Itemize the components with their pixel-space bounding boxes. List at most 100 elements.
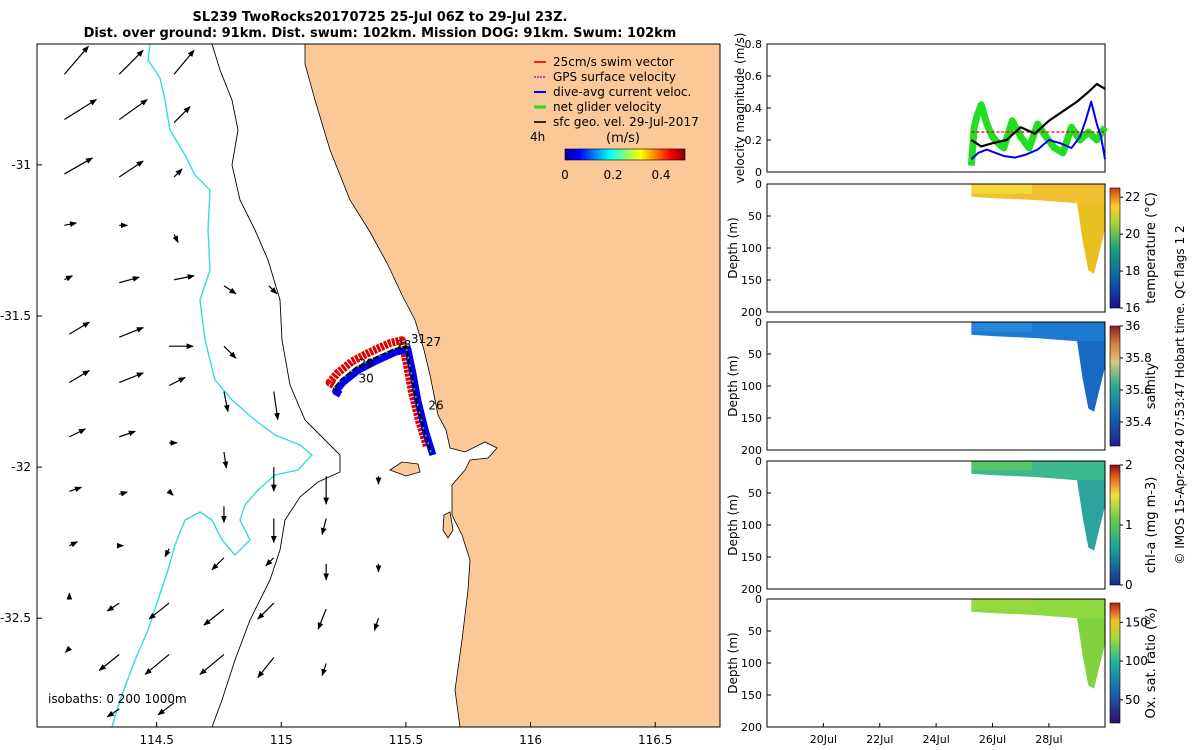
geo-vector-arrow	[223, 391, 230, 413]
section-ytick-label: 100	[741, 380, 762, 393]
geo-vector-arrow	[119, 430, 136, 438]
map-frame	[36, 43, 721, 728]
section-colorbar-label: chl-a (mg m-3)	[1144, 477, 1159, 574]
section-ylabel: Depth (m)	[726, 355, 740, 416]
svg-text:GPS surface velocity: GPS surface velocity	[553, 70, 676, 84]
geo-vector-arrow	[106, 708, 120, 718]
section-colorbar-tick-label: 16	[1125, 301, 1140, 315]
svg-text:net glider velocity: net glider velocity	[553, 100, 661, 114]
section-ytick-label: 0	[755, 593, 762, 606]
geo-vector-arrow	[69, 369, 91, 383]
geo-vector-arrow	[98, 654, 120, 671]
geo-vector-arrow	[64, 645, 73, 653]
track-day-label: 28	[396, 338, 411, 352]
section-colorbar-label: temperature (°C)	[1144, 192, 1159, 304]
geo-vector-arrow	[63, 45, 89, 75]
track-day-label: 26	[428, 399, 443, 413]
geo-vector-arrow	[144, 654, 170, 675]
section-colorbar-tick-label: 36	[1125, 319, 1140, 333]
isobaths-label: isobaths: 0 200 1000m	[48, 692, 187, 706]
section-panel: 0 50 100 150 200 Depth (m) 16 18 20 22 temperature…	[726, 178, 1159, 319]
track-day-label: 29	[359, 356, 374, 370]
section-surface-layer	[971, 322, 1032, 332]
date-xtick-label: 28Jul	[1035, 733, 1062, 746]
velocity-panel: 0 0.2 0.4 0.6 0.8 velocity magnitude (m/s)	[733, 33, 1108, 184]
section-colorbar	[1109, 602, 1121, 724]
geo-velocity-vectors	[63, 45, 382, 718]
section-ytick-label: 50	[748, 348, 762, 361]
geo-vector-arrow	[157, 702, 175, 716]
geo-vector-arrow	[119, 326, 144, 338]
island-garden	[442, 511, 454, 539]
section-ytick-label: 100	[741, 242, 762, 255]
section-colorbar-tick-label: 0	[1125, 578, 1133, 592]
section-ylabel: Depth (m)	[726, 217, 740, 278]
section-colorbar-tick-label: 35.8	[1125, 351, 1152, 365]
track-day-label: 27	[426, 335, 441, 349]
geo-vector-arrow	[203, 608, 225, 626]
section-ytick-label: 0	[755, 178, 762, 191]
section-bg	[767, 322, 1105, 450]
date-xtick-label: 26Jul	[979, 733, 1006, 746]
section-colorbar-tick-label: 35.4	[1125, 415, 1152, 429]
map-ytick-label: -31.5	[0, 309, 31, 323]
geo-vector-arrow	[164, 548, 171, 558]
track-day-label: 31	[411, 332, 426, 346]
geo-vector-arrow	[211, 557, 225, 571]
velocity-ytick-label: 0.4	[745, 102, 763, 115]
section-ytick-label: 200	[741, 306, 762, 319]
section-colorbar-tick-label: 18	[1125, 264, 1140, 278]
section-ytick-label: 50	[748, 210, 762, 223]
section-ytick-label: 200	[741, 444, 762, 457]
geo-vector-arrow	[223, 285, 237, 295]
section-ytick-label: 0	[755, 316, 762, 329]
section-ytick-label: 50	[748, 625, 762, 638]
geo-vector-arrow	[222, 451, 229, 469]
geo-vector-arrow	[265, 557, 275, 567]
geo-vector-arrow	[119, 276, 140, 284]
section-ylabel: Depth (m)	[726, 632, 740, 693]
section-bg	[767, 599, 1105, 727]
geo-vector-arrow	[69, 321, 91, 335]
section-deep-dive	[1077, 618, 1105, 689]
legend-net: net glider velocity	[534, 100, 661, 114]
section-colorbar-tick-label: 1	[1125, 518, 1133, 532]
velocity-series-line	[970, 82, 1106, 148]
section-colorbar-label: salinity	[1144, 362, 1159, 409]
geo-vector-arrow	[118, 49, 144, 75]
figure-title-line2: Dist. over ground: 91km. Dist. swum: 102…	[83, 26, 677, 41]
section-deep-dive	[1077, 480, 1105, 551]
geo-vector-arrow	[373, 618, 380, 631]
map-xtick-label: 114.5	[139, 733, 173, 747]
velocity-ytick-label: 0.6	[745, 70, 763, 83]
geo-vector-arrow	[69, 541, 79, 548]
geo-vector-arrow	[166, 488, 174, 496]
section-colorbar-tick-label: 35.6	[1125, 383, 1152, 397]
velocity-ylabel: velocity magnitude (m/s)	[733, 33, 747, 184]
section-ytick-label: 150	[741, 689, 762, 702]
section-ytick-label: 100	[741, 657, 762, 670]
section-ytick-label: 200	[741, 583, 762, 596]
legend-dive-avg: dive-avg current veloc.	[534, 85, 691, 99]
legend-swim: 25cm/s swim vector	[534, 55, 674, 69]
geo-vector-arrow	[317, 608, 327, 630]
geo-vector-arrow	[168, 376, 186, 387]
section-colorbar	[1109, 187, 1121, 309]
map-ytick-label: -31	[11, 158, 31, 172]
geo-vector-arrow	[64, 275, 74, 282]
legend-gps: GPS surface velocity	[534, 70, 676, 84]
isobath-1000	[111, 44, 314, 727]
section-bg	[767, 461, 1105, 589]
velocity-ytick-label: 0.2	[745, 134, 763, 147]
island-rottnest	[389, 461, 421, 477]
section-panel: 0 50 100 150 200 Depth (m) 35.4 35.6 35.8 36 salin…	[726, 316, 1159, 457]
section-ytick-label: 50	[748, 487, 762, 500]
section-surface-layer	[971, 184, 1032, 194]
section-surface-layer	[971, 599, 1032, 609]
legend-geo: sfc geo. vel. 29-Jul-2017	[534, 115, 699, 129]
speed-colorbar	[564, 148, 686, 161]
geo-vector-arrow	[173, 168, 183, 178]
map-ytick-label: -32	[11, 460, 31, 474]
